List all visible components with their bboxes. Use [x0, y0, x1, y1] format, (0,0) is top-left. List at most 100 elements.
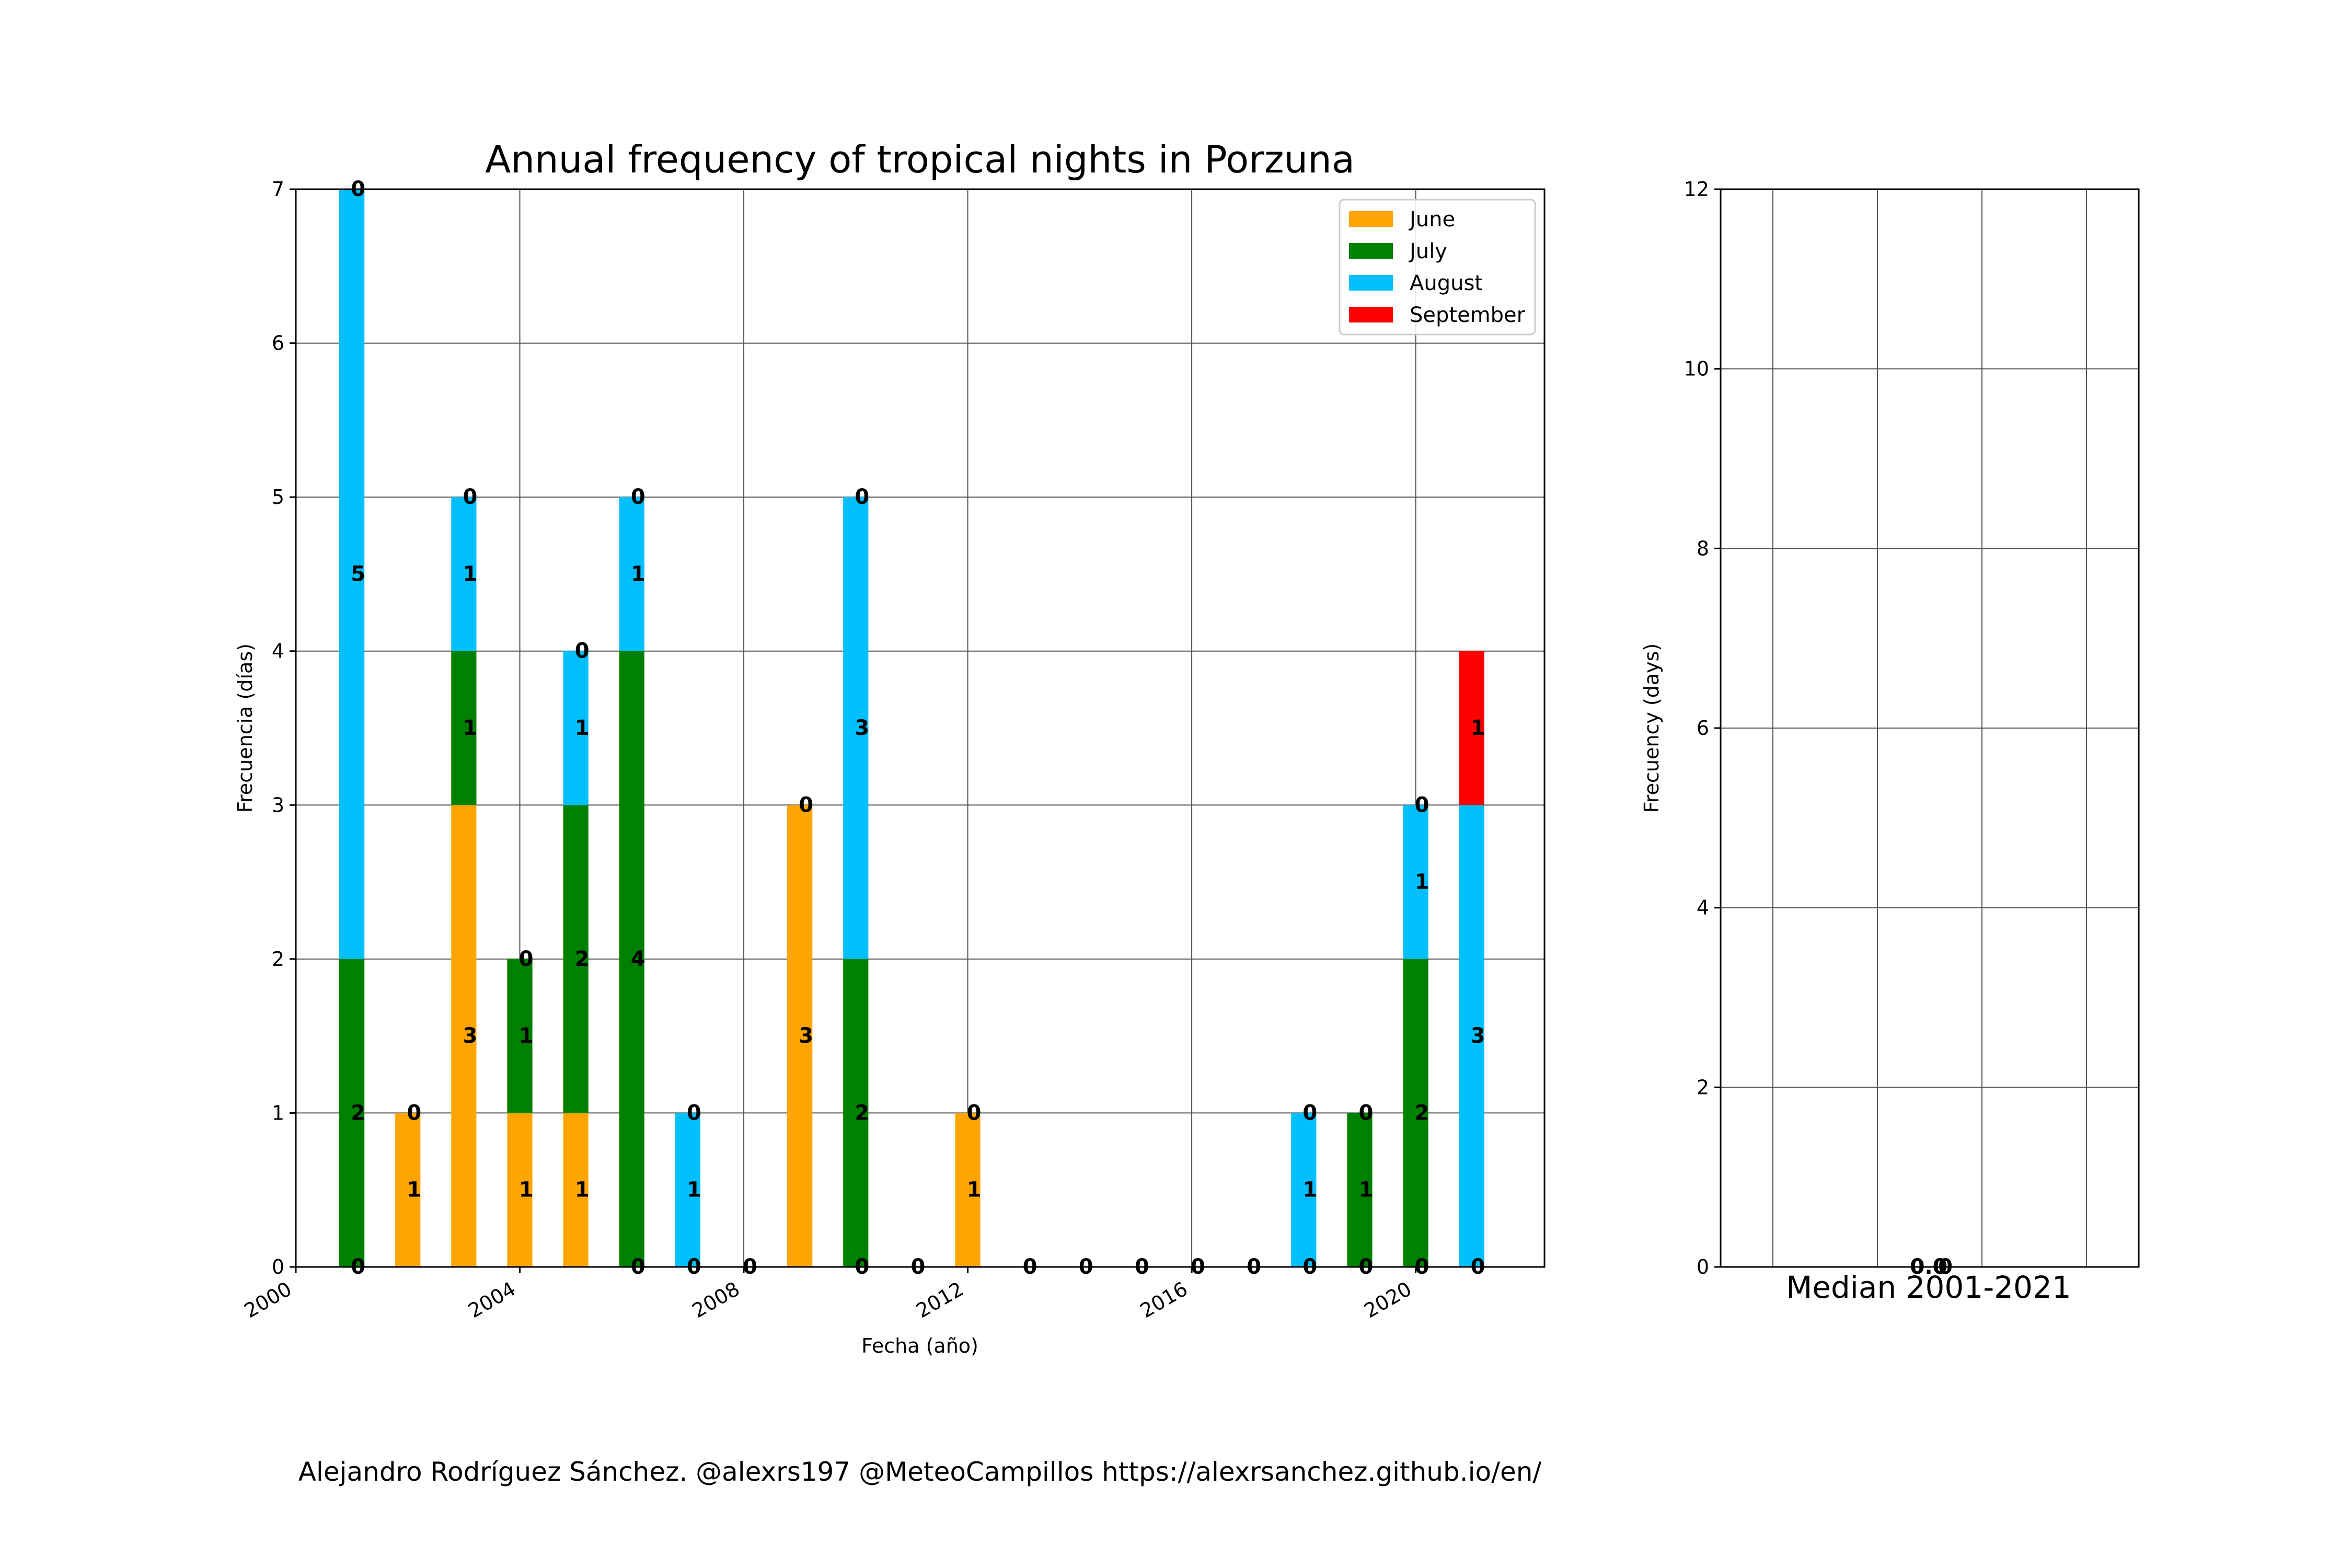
credit-text: Alejandro Rodríguez Sánchez. @alexrs197 … — [298, 1457, 1542, 1487]
x-tick-label: 2020 — [1360, 1277, 1415, 1322]
legend-swatch-september — [1349, 307, 1393, 322]
main-plot-frame — [295, 188, 1546, 1268]
bar-label: 1 — [575, 716, 590, 740]
bar-label: 0 — [519, 947, 534, 971]
legend-box — [1339, 199, 1536, 336]
legend-swatch-july — [1349, 243, 1393, 259]
bar-august-2001 — [339, 189, 365, 959]
median-y-tick-label: 4 — [1697, 896, 1709, 919]
main-grid — [295, 189, 1544, 1267]
bar-label: 1 — [463, 716, 477, 740]
bar-label: 3 — [463, 1024, 477, 1048]
bar-august-2018 — [1291, 1113, 1317, 1267]
x-tick-label: 2016 — [1136, 1277, 1192, 1322]
y-tick-label: 5 — [272, 486, 284, 509]
median-y-tick-label: 0 — [1697, 1255, 1709, 1278]
bar-june-2012 — [955, 1113, 981, 1267]
bar-label: 1 — [519, 1178, 534, 1202]
bar-july-2003 — [451, 651, 477, 805]
bar-july-2019 — [1347, 1113, 1373, 1267]
legend-label-august: August — [1410, 271, 1483, 295]
bar-label: 1 — [1359, 1178, 1374, 1202]
legend: June July August September — [1339, 199, 1536, 336]
bar-label: 1 — [519, 1024, 534, 1048]
bar-june-2009 — [787, 805, 813, 1267]
bar-june-2002 — [395, 1113, 421, 1267]
y-axis-label: Frecuencia (días) — [234, 643, 257, 813]
legend-label-july: July — [1408, 239, 1447, 263]
median-y-tick-label: 12 — [1684, 178, 1709, 201]
main-x-ticks: 2000 2004 2008 2012 2016 2020 — [240, 1267, 1417, 1322]
bar-august-2007 — [675, 1113, 701, 1267]
bar-august-2006 — [619, 497, 644, 651]
median-grid — [1721, 189, 2139, 1267]
bar-label: 0 — [1359, 1101, 1374, 1125]
bar-september-2021 — [1459, 651, 1484, 805]
bar-label: 3 — [799, 1024, 813, 1048]
bar-july-2006 — [619, 651, 644, 1267]
median-x-label: Median 2001-2021 — [1786, 1270, 2071, 1305]
bar-label: 2 — [1415, 1101, 1429, 1125]
median-y-tick-label: 6 — [1697, 717, 1709, 740]
bar-june-2004 — [507, 1113, 533, 1267]
bar-june-2005 — [563, 1113, 589, 1267]
y-tick-label: 3 — [272, 793, 284, 816]
bar-label: 1 — [463, 562, 477, 586]
main-bars — [339, 189, 1484, 1267]
legend-label-september: September — [1410, 303, 1526, 327]
bar-label: 0 — [967, 1101, 982, 1125]
bar-label: 0 — [799, 793, 813, 817]
bar-july-2010 — [843, 959, 869, 1267]
bar-label: 0 — [855, 485, 869, 509]
bar-label: 4 — [631, 947, 645, 971]
median-y-ticks: 0 2 4 6 8 10 12 — [1684, 178, 1721, 1278]
bar-label: 1 — [575, 1178, 590, 1202]
bar-label: 3 — [1471, 1024, 1485, 1048]
y-tick-label: 0 — [272, 1255, 284, 1278]
bar-label: 1 — [631, 562, 645, 586]
y-tick-label: 1 — [272, 1101, 284, 1124]
bar-label: 1 — [1302, 1178, 1317, 1202]
bar-label: 0 — [575, 639, 590, 663]
median-y-tick-label: 8 — [1697, 537, 1709, 560]
bar-june-2003 — [451, 805, 477, 1267]
bar-july-2004 — [507, 959, 533, 1113]
bar-label: 3 — [855, 716, 869, 740]
legend-swatch-june — [1349, 211, 1393, 227]
bar-august-2021 — [1459, 805, 1484, 1267]
bar-label: 2 — [855, 1101, 869, 1125]
bar-label: 1 — [407, 1178, 421, 1202]
bar-august-2020 — [1403, 805, 1428, 959]
legend-label-june: June — [1408, 207, 1455, 232]
chart-title: Annual frequency of tropical nights in P… — [485, 137, 1355, 181]
bar-label: 0 — [687, 1101, 701, 1125]
bar-label: 1 — [1471, 716, 1485, 740]
y-tick-label: 7 — [272, 178, 284, 201]
x-tick-label: 2000 — [240, 1277, 296, 1322]
median-y-tick-label: 10 — [1684, 358, 1709, 381]
bar-label: 1 — [1415, 870, 1429, 894]
bar-august-2005 — [563, 651, 589, 805]
bar-label: 1 — [967, 1178, 982, 1202]
bar-label: 0 — [1302, 1101, 1317, 1125]
y-tick-label: 4 — [272, 640, 284, 663]
bar-label: 5 — [351, 562, 365, 586]
bar-label: 0 — [463, 485, 477, 509]
bar-label: 2 — [351, 1101, 365, 1125]
bar-label: 0 — [1415, 793, 1429, 817]
x-tick-label: 2004 — [464, 1277, 520, 1322]
bar-july-2005 — [563, 805, 589, 1113]
y-tick-label: 6 — [272, 332, 284, 355]
bar-label: 1 — [687, 1178, 701, 1202]
x-axis-label: Fecha (año) — [861, 1334, 978, 1357]
bar-august-2010 — [843, 497, 869, 959]
bar-label: 0 — [631, 485, 645, 509]
x-tick-label: 2012 — [912, 1277, 967, 1322]
bar-label: 2 — [575, 947, 590, 971]
bar-august-2003 — [451, 497, 477, 651]
bar-july-2020 — [1403, 959, 1428, 1267]
legend-swatch-august — [1349, 275, 1393, 291]
